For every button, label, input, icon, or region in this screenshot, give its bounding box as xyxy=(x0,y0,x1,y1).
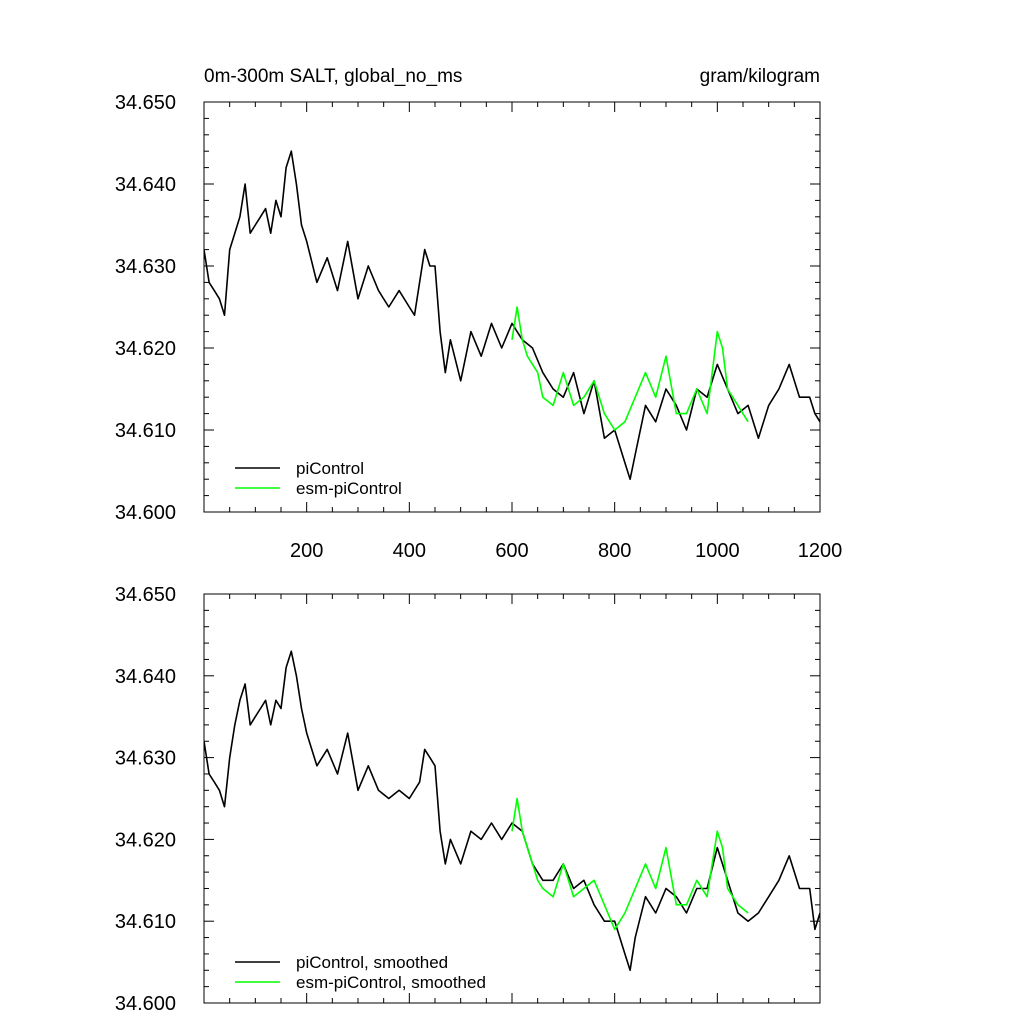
x-tick-label: 1000 xyxy=(695,540,740,562)
y-tick-label: 34.630 xyxy=(115,256,176,278)
x-tick-label: 1200 xyxy=(798,540,843,562)
y-tick-label: 34.620 xyxy=(115,338,176,360)
y-tick-label: 34.600 xyxy=(115,502,176,524)
x-tick-label: 600 xyxy=(495,540,528,562)
y-tick-label: 34.610 xyxy=(115,911,176,933)
legend-label: piControl, smoothed xyxy=(296,953,448,972)
y-tick-label: 34.630 xyxy=(115,748,176,770)
legend-label: esm-piControl xyxy=(296,479,402,498)
units-label: gram/kilogram xyxy=(700,66,820,87)
bottom-panel: 34.600 34.610 34.620 34.630 34.640 34.650 piCo… xyxy=(115,584,821,1015)
y-tick-label: 34.640 xyxy=(115,174,176,196)
series-line xyxy=(511,797,749,931)
x-tick-label: 800 xyxy=(598,540,631,562)
top-panel: 200 400 600 800 1000 1200 34.600 34.610 34.620 34… xyxy=(115,92,842,562)
chart-title: 0m-300m SALT, global_no_ms xyxy=(204,66,462,87)
x-tick-label: 200 xyxy=(290,540,323,562)
y-tick-label: 34.620 xyxy=(115,829,176,851)
legend-label: piControl xyxy=(296,459,364,478)
series-line xyxy=(204,150,820,481)
y-tick-label: 34.650 xyxy=(115,584,176,606)
plot-frame xyxy=(203,593,821,1004)
legend-label: esm-piControl, smoothed xyxy=(296,973,486,992)
series-line xyxy=(511,306,749,431)
y-tick-label: 34.600 xyxy=(115,993,176,1015)
y-tick-label: 34.640 xyxy=(115,666,176,688)
y-tick-label: 34.650 xyxy=(115,92,176,114)
series-line xyxy=(204,650,820,972)
plot-frame xyxy=(203,101,821,513)
x-tick-label: 400 xyxy=(393,540,426,562)
y-tick-label: 34.610 xyxy=(115,420,176,442)
